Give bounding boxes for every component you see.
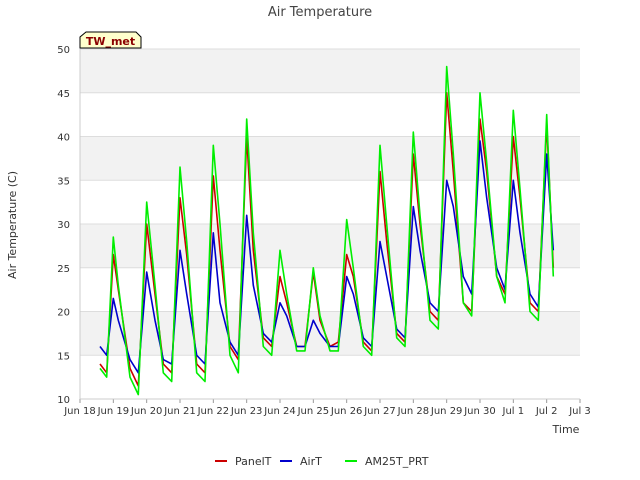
x-axis-label: Time bbox=[552, 423, 580, 436]
plot-band bbox=[80, 311, 580, 356]
y-tick-label: 20 bbox=[57, 308, 70, 319]
y-tick-label: 10 bbox=[57, 395, 70, 406]
x-tick-label: Jun 30 bbox=[463, 406, 496, 417]
y-tick-label: 35 bbox=[57, 176, 70, 187]
x-tick-label: Jun 22 bbox=[197, 406, 230, 417]
y-tick-label: 25 bbox=[57, 264, 70, 275]
x-tick-label: Jun 29 bbox=[430, 406, 463, 417]
badge-box bbox=[79, 31, 142, 49]
y-tick-label: 50 bbox=[57, 45, 70, 56]
legend: PanelT AirT AM25T_PRT bbox=[215, 455, 429, 468]
plot-band bbox=[80, 136, 580, 181]
y-axis-label: Air Temperature (C) bbox=[6, 171, 19, 279]
x-tick-label: Jun 20 bbox=[130, 406, 163, 417]
x-tick-label: Jun 19 bbox=[97, 406, 130, 417]
plot-band bbox=[80, 224, 580, 268]
legend-label-airt: AirT bbox=[300, 455, 322, 468]
series-line-am25t-prt bbox=[99, 65, 555, 396]
y-tick-label: 40 bbox=[57, 133, 70, 144]
x-tick-label: Jun 23 bbox=[230, 406, 263, 417]
y-tick-label: 15 bbox=[57, 351, 70, 362]
x-tick-label: Jun 28 bbox=[397, 406, 430, 417]
x-tick-label: Jul 3 bbox=[568, 406, 591, 417]
series-layer bbox=[99, 65, 555, 396]
chart-title: Air Temperature bbox=[268, 5, 372, 20]
plot-band bbox=[80, 49, 580, 93]
x-tick-label: Jul 2 bbox=[535, 406, 558, 417]
legend-label-am25t-prt: AM25T_PRT bbox=[365, 455, 429, 468]
x-tick-label: Jun 24 bbox=[263, 406, 296, 417]
x-tick-label: Jul 1 bbox=[502, 406, 525, 417]
x-tick-label: Jun 26 bbox=[330, 406, 363, 417]
y-tick-label: 30 bbox=[57, 220, 70, 231]
x-tick-label: Jun 25 bbox=[297, 406, 330, 417]
legend-label-panelt: PanelT bbox=[235, 455, 272, 468]
badge-label: TW_met bbox=[86, 35, 135, 48]
y-tick-label: 45 bbox=[57, 89, 70, 100]
x-tick-label: Jun 21 bbox=[163, 406, 196, 417]
x-tick-label: Jun 27 bbox=[363, 406, 396, 417]
x-tick-label: Jun 18 bbox=[63, 406, 96, 417]
station-badge: TW_met bbox=[79, 31, 142, 49]
grid-lines bbox=[80, 48, 580, 400]
